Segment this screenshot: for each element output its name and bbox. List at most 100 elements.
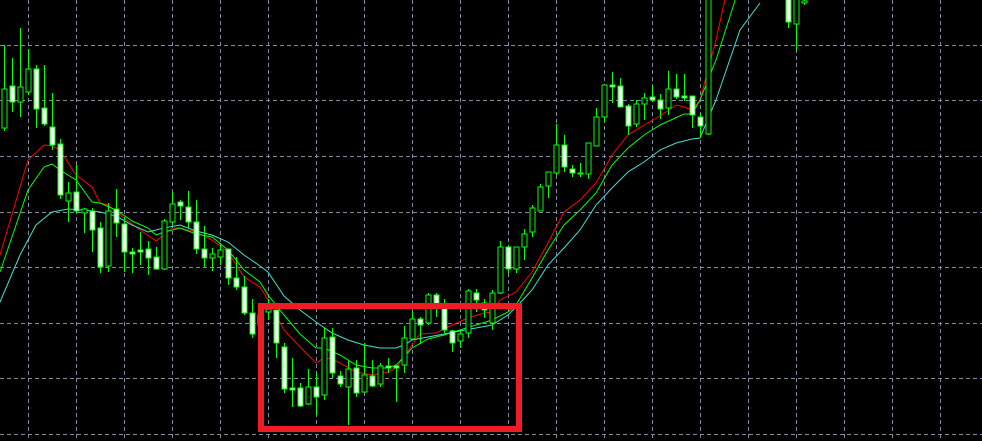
bull-candle — [65, 182, 72, 222]
candle-body — [329, 336, 336, 374]
candle-body — [697, 116, 704, 127]
bull-candle — [161, 219, 168, 270]
bear-candle — [337, 371, 344, 387]
candle-body — [369, 375, 376, 387]
bull-candle — [665, 71, 672, 115]
candle-body — [273, 309, 280, 344]
candle-body — [209, 253, 216, 259]
bear-candle — [417, 317, 424, 344]
bull-candle — [593, 108, 600, 147]
bull-candle — [513, 246, 520, 273]
bull-candle — [641, 93, 648, 120]
candle-body — [33, 68, 40, 110]
bear-candle — [289, 358, 296, 407]
bull-candle — [793, 0, 800, 50]
bull-candle — [105, 203, 112, 272]
candle-body — [113, 208, 120, 224]
bear-candle — [185, 191, 192, 228]
candle-body — [201, 248, 208, 259]
candle-body — [49, 126, 56, 146]
candle-body — [497, 246, 504, 294]
candle-body — [121, 223, 128, 253]
bear-candle — [673, 74, 680, 99]
candle-body — [145, 248, 152, 259]
candle-body — [313, 386, 320, 398]
bear-candle — [609, 72, 616, 103]
candle-body — [305, 386, 312, 405]
candle-body — [225, 248, 232, 279]
bull-candle — [497, 241, 504, 294]
candle-body — [241, 286, 248, 314]
bear-candle — [561, 135, 568, 172]
candle-body — [665, 88, 672, 109]
bear-candle — [201, 226, 208, 267]
bear-candle — [241, 276, 248, 315]
bull-candle — [401, 326, 408, 373]
bull-candle — [361, 343, 368, 393]
bull-candle — [321, 328, 328, 400]
candle-body — [505, 246, 512, 270]
candle-body — [785, 0, 792, 23]
candle-body — [265, 308, 272, 313]
candle-body — [801, 0, 808, 4]
candle-body — [161, 220, 168, 270]
bear-candle — [49, 93, 56, 150]
candle-body — [641, 97, 648, 105]
bear-candle — [129, 248, 136, 273]
bear-candle — [137, 232, 144, 265]
candle-body — [73, 191, 80, 212]
candle-body — [9, 85, 16, 103]
bull-candle — [633, 100, 640, 127]
candle-body — [345, 368, 352, 388]
bull-candle — [217, 243, 224, 265]
bear-candle — [33, 65, 40, 128]
candle-body — [689, 95, 696, 116]
bull-candle — [465, 289, 472, 338]
bear-candle — [297, 383, 304, 407]
highlight-box — [258, 303, 522, 432]
candle-body — [545, 171, 552, 187]
candle-body — [561, 144, 568, 168]
candle-body — [633, 103, 640, 125]
candle-body — [529, 207, 536, 233]
candle-body — [673, 88, 680, 98]
candle-body — [401, 337, 408, 366]
bear-candle — [393, 365, 400, 402]
bear-candle — [89, 208, 96, 252]
bear-candle — [449, 330, 456, 352]
candle-body — [473, 292, 480, 301]
bull-candle — [17, 28, 24, 117]
candle-body — [465, 290, 472, 334]
bear-candle — [97, 222, 104, 273]
bull-candle — [577, 163, 584, 177]
candle-body — [441, 307, 448, 331]
candle-body — [649, 96, 656, 101]
bear-candle — [649, 86, 656, 102]
bear-candle — [385, 358, 392, 373]
bull-candle — [801, 0, 808, 5]
bull-candle — [409, 312, 416, 340]
candle-body — [625, 105, 632, 127]
bear-candle — [57, 139, 64, 199]
bull-candle — [521, 229, 528, 260]
bull-candle — [705, 0, 712, 135]
candle-body — [65, 192, 72, 202]
bull-candle — [553, 124, 560, 175]
candle-body — [617, 85, 624, 108]
bull-candle — [585, 142, 592, 179]
bear-candle — [177, 200, 184, 220]
bear-candle — [193, 200, 200, 254]
candle-body — [609, 84, 616, 88]
candle-body — [169, 203, 176, 223]
candle-body — [97, 227, 104, 268]
bear-candle — [281, 343, 288, 393]
candle-body — [177, 201, 184, 207]
bull-candle — [209, 248, 216, 271]
bear-candle — [41, 65, 48, 126]
candle-body — [585, 142, 592, 175]
candle-body — [705, 0, 712, 135]
candle-body — [81, 208, 88, 214]
candle-body — [657, 99, 664, 110]
